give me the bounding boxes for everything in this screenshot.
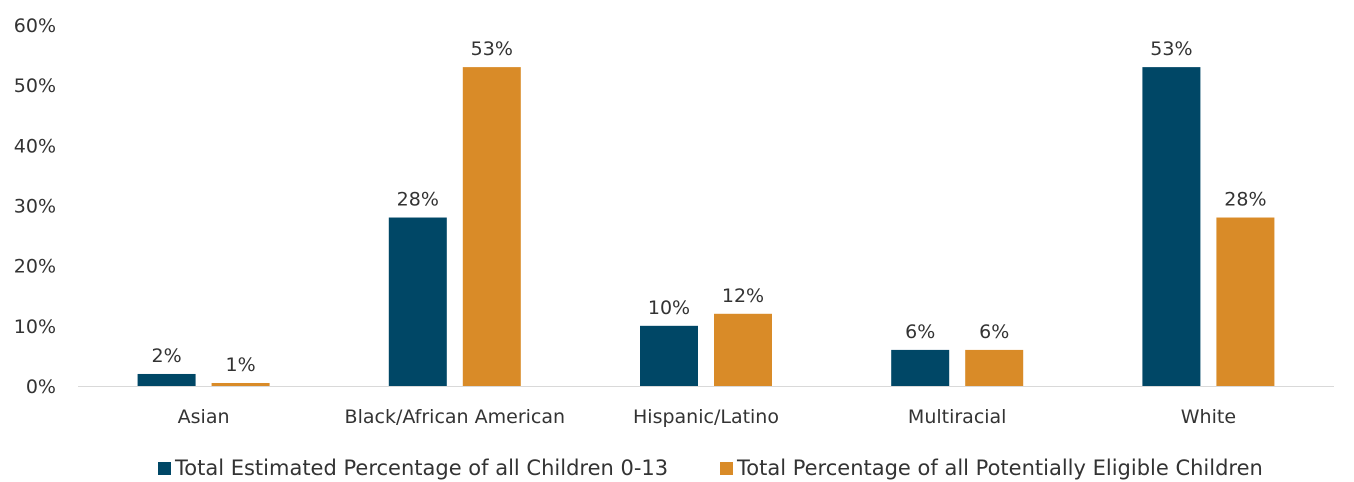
data-label-series-1-0: 2% <box>152 345 182 367</box>
bar-series-2-4 <box>1216 217 1275 386</box>
legend-swatch-series-1 <box>158 461 171 475</box>
data-label-series-2-2: 12% <box>722 285 764 307</box>
data-label-series-1-3: 6% <box>905 321 935 343</box>
legend: Total Estimated Percentage of all Childr… <box>0 456 1354 482</box>
x-axis: Asian Black/African American Hispanic/Lati… <box>178 406 1236 428</box>
data-label-series-1-4: 53% <box>1150 38 1192 60</box>
data-label-series-1-2: 10% <box>648 297 690 319</box>
x-category-label: White <box>1181 406 1236 428</box>
bar-series-2-2 <box>714 313 772 386</box>
y-axis: 0% 10% 20% 30% 40% 50% 60% <box>14 15 56 398</box>
y-tick-label: 0% <box>26 376 56 398</box>
legend-item-series-1: Total Estimated Percentage of all Childr… <box>158 456 668 480</box>
y-tick-label: 20% <box>14 256 56 278</box>
bar-series-1-1 <box>388 217 447 386</box>
y-tick-label: 40% <box>14 135 56 157</box>
legend-label-series-1: Total Estimated Percentage of all Childr… <box>175 456 669 480</box>
legend-item-series-2: Total Percentage of all Potentially Elig… <box>720 456 1263 480</box>
data-label-series-2-3: 6% <box>979 321 1009 343</box>
bar-series-1-3 <box>891 349 950 386</box>
data-label-series-2-1: 53% <box>471 38 513 60</box>
bars: 2% 1% 28% 53% 10% 12% 6% 6% 53% 28% <box>137 38 1275 386</box>
y-tick-label: 60% <box>14 15 56 37</box>
bar-series-2-0 <box>211 382 270 386</box>
bar-series-1-2 <box>640 325 698 386</box>
x-category-label: Hispanic/Latino <box>633 406 779 428</box>
legend-label-series-2: Total Percentage of all Potentially Elig… <box>737 456 1263 480</box>
x-category-label: Multiracial <box>908 406 1007 428</box>
legend-swatch-series-2 <box>720 461 733 475</box>
bar-series-1-0 <box>137 373 196 386</box>
y-tick-label: 10% <box>14 316 56 338</box>
data-label-series-2-0: 1% <box>226 354 256 376</box>
bar-series-2-1 <box>462 67 521 386</box>
y-tick-label: 50% <box>14 75 56 97</box>
y-tick-label: 30% <box>14 196 56 218</box>
data-label-series-2-4: 28% <box>1224 189 1266 211</box>
bar-series-2-3 <box>965 349 1024 386</box>
bar-series-1-4 <box>1142 67 1201 386</box>
x-category-label: Black/African American <box>345 406 566 428</box>
data-label-series-1-1: 28% <box>397 189 439 211</box>
x-category-label: Asian <box>178 406 230 428</box>
